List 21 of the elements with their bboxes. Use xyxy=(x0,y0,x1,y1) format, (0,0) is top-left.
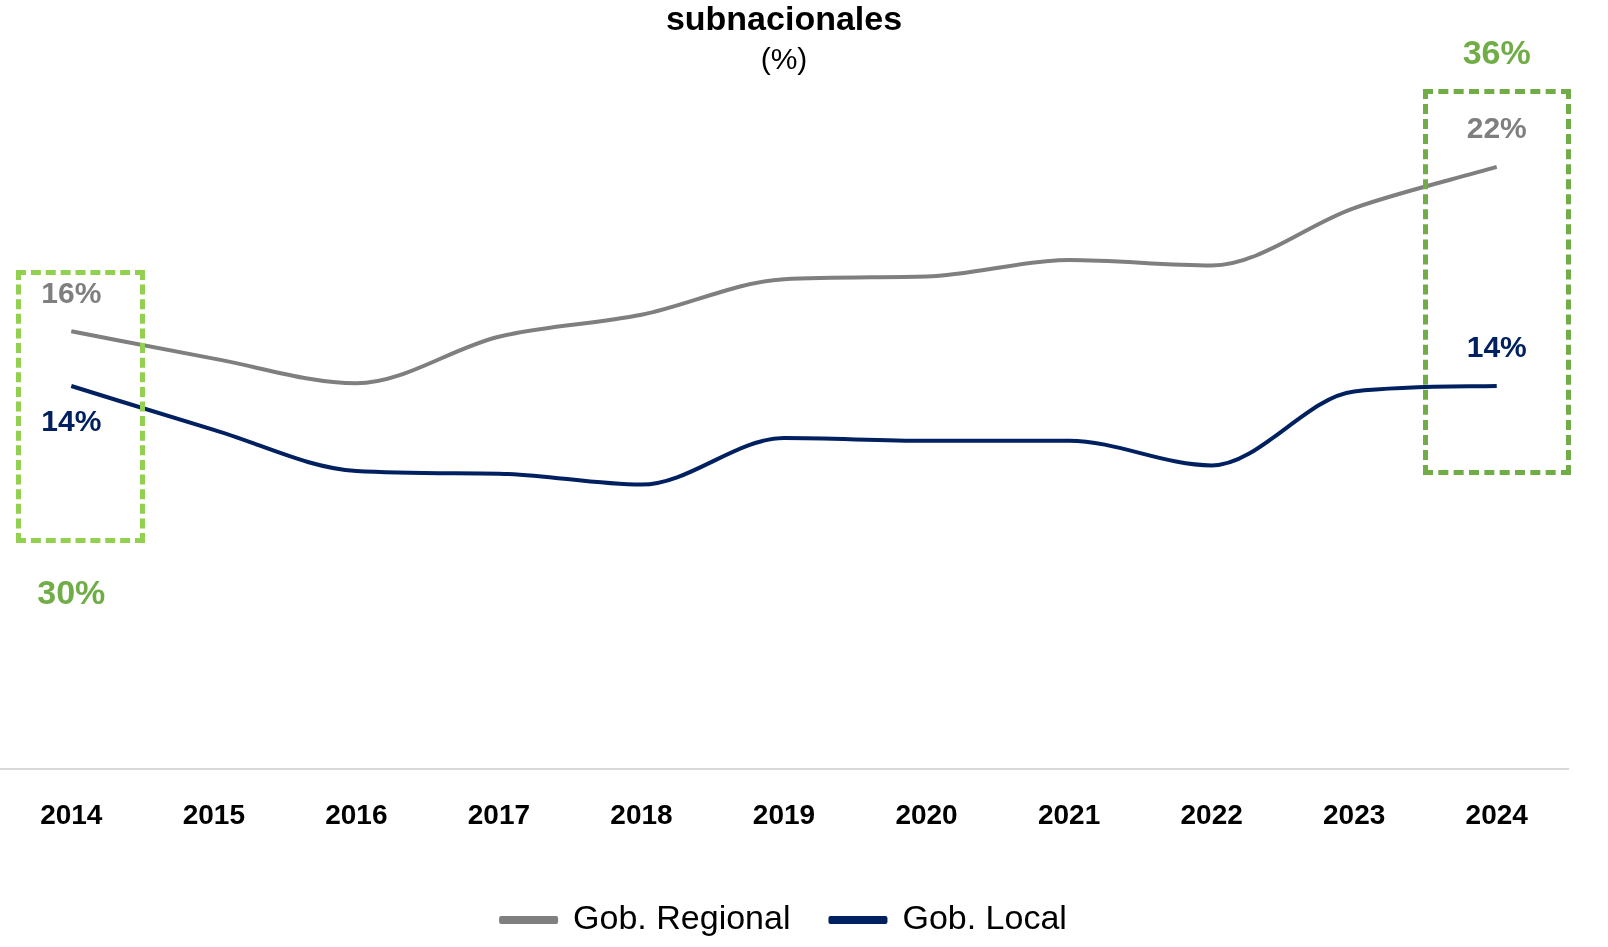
x-tick-label: 2015 xyxy=(182,798,245,830)
chart-title: subnacionales xyxy=(665,0,903,37)
x-tick-label: 2016 xyxy=(325,798,388,830)
x-tick-label: 2023 xyxy=(1323,798,1386,830)
x-tick-label: 2020 xyxy=(895,798,958,830)
x-tick-label: 2022 xyxy=(1180,798,1243,830)
text: 36% xyxy=(1461,32,1532,72)
legend-label: Gob. Local xyxy=(902,898,1067,937)
data-label: 22% xyxy=(1466,111,1527,145)
text: 30% xyxy=(36,573,107,613)
chart-subtitle: (%) xyxy=(760,42,808,76)
data-label: 14% xyxy=(1466,330,1527,364)
x-tick-label: 2021 xyxy=(1037,798,1101,830)
data-label: 14% xyxy=(41,404,102,438)
x-tick-label: 2018 xyxy=(610,798,673,830)
x-tick-label: 2014 xyxy=(40,798,103,830)
data-label: 16% xyxy=(41,275,102,309)
x-tick-label: 2019 xyxy=(752,798,816,830)
x-tick-label: 2017 xyxy=(467,798,531,830)
legend-label: Gob. Regional xyxy=(573,898,791,937)
x-tick-label: 2024 xyxy=(1465,798,1529,830)
